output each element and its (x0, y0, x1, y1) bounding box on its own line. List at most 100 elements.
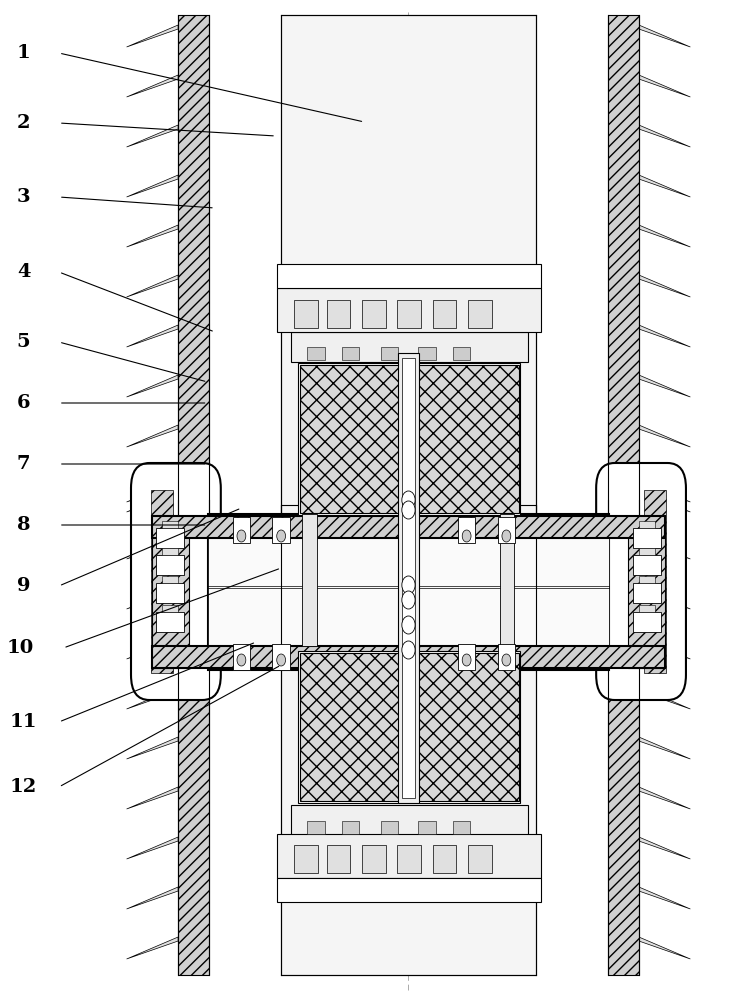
Polygon shape (127, 787, 178, 809)
Text: 2: 2 (17, 114, 30, 132)
Bar (162, 548, 178, 555)
Bar (162, 576, 178, 583)
Bar (294, 845, 318, 873)
Bar (608, 500, 639, 975)
Bar (418, 347, 436, 360)
Bar (608, 15, 639, 525)
Bar (152, 516, 189, 668)
Bar (156, 528, 184, 548)
Polygon shape (127, 25, 178, 47)
Text: 9: 9 (17, 577, 30, 595)
Circle shape (402, 501, 415, 519)
Bar (644, 490, 666, 673)
Polygon shape (639, 25, 690, 47)
Bar (381, 347, 398, 360)
Circle shape (402, 576, 415, 594)
Polygon shape (639, 325, 690, 347)
Circle shape (502, 654, 511, 666)
Polygon shape (127, 175, 178, 197)
Text: 11: 11 (10, 713, 38, 731)
Polygon shape (127, 587, 178, 609)
Text: 1: 1 (17, 44, 30, 62)
Polygon shape (127, 687, 178, 709)
FancyBboxPatch shape (131, 463, 221, 700)
Polygon shape (127, 937, 178, 959)
Bar (300, 365, 519, 513)
Circle shape (402, 591, 415, 609)
Bar (458, 517, 475, 543)
Bar (152, 516, 665, 538)
Bar (453, 347, 470, 360)
Bar (291, 805, 528, 835)
Bar (342, 347, 359, 360)
Polygon shape (639, 837, 690, 859)
Circle shape (237, 530, 246, 542)
Bar (156, 555, 184, 575)
Text: 6: 6 (17, 394, 30, 412)
Bar (272, 517, 290, 543)
Polygon shape (639, 637, 690, 659)
Bar (342, 821, 359, 834)
Bar (397, 845, 421, 873)
Polygon shape (639, 175, 690, 197)
Polygon shape (639, 480, 690, 502)
Polygon shape (127, 75, 178, 97)
Bar (633, 555, 661, 575)
Bar (639, 605, 655, 612)
Bar (458, 644, 475, 670)
Circle shape (462, 530, 471, 542)
Bar (381, 821, 398, 834)
Circle shape (277, 654, 286, 666)
Bar (500, 514, 514, 646)
Bar (633, 583, 661, 603)
FancyBboxPatch shape (596, 463, 686, 700)
Bar (277, 288, 541, 332)
Polygon shape (639, 375, 690, 397)
Bar (156, 583, 184, 603)
Bar (272, 644, 290, 670)
Bar (298, 363, 520, 515)
Polygon shape (639, 125, 690, 147)
Circle shape (277, 530, 286, 542)
Polygon shape (639, 225, 690, 247)
Text: 5: 5 (17, 333, 30, 351)
Bar (398, 353, 419, 803)
Bar (162, 605, 178, 612)
Polygon shape (127, 637, 178, 659)
Polygon shape (127, 225, 178, 247)
Polygon shape (639, 275, 690, 297)
Bar (178, 15, 209, 525)
Polygon shape (639, 587, 690, 609)
Bar (152, 646, 665, 668)
Bar (362, 845, 386, 873)
Bar (402, 358, 415, 798)
Bar (633, 612, 661, 632)
Polygon shape (639, 425, 690, 447)
Polygon shape (639, 537, 690, 559)
Text: 8: 8 (17, 516, 30, 534)
Bar (302, 514, 317, 646)
Bar (498, 517, 515, 543)
Bar (156, 612, 184, 632)
Polygon shape (639, 937, 690, 959)
Polygon shape (639, 75, 690, 97)
Bar (277, 264, 541, 288)
Bar (433, 300, 456, 328)
Bar (208, 514, 609, 670)
Text: 3: 3 (17, 188, 30, 206)
Bar (178, 500, 209, 975)
Polygon shape (127, 125, 178, 147)
Bar (498, 644, 515, 670)
Polygon shape (639, 687, 690, 709)
Bar (468, 300, 492, 328)
Bar (298, 651, 520, 803)
Polygon shape (127, 275, 178, 297)
Bar (628, 516, 665, 668)
Text: 10: 10 (7, 639, 35, 657)
Polygon shape (639, 737, 690, 759)
Bar (151, 490, 173, 673)
Text: 7: 7 (17, 455, 30, 473)
Polygon shape (639, 490, 690, 512)
Bar (307, 347, 325, 360)
Circle shape (402, 616, 415, 634)
